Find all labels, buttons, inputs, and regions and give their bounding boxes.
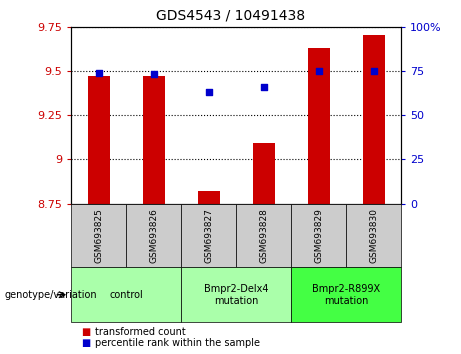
Text: percentile rank within the sample: percentile rank within the sample [95, 338, 260, 348]
Point [150, 72, 158, 77]
Bar [253, 143, 275, 204]
Text: Bmpr2-R899X
mutation: Bmpr2-R899X mutation [312, 284, 380, 306]
Bar [88, 76, 110, 204]
Text: control: control [110, 290, 143, 300]
Text: GSM693830: GSM693830 [369, 208, 378, 263]
Point [95, 70, 103, 75]
Bar [363, 35, 384, 204]
Text: GSM693828: GSM693828 [259, 208, 268, 263]
Point [315, 68, 322, 74]
Point [205, 89, 213, 95]
Text: GSM693827: GSM693827 [204, 208, 213, 263]
Text: GSM693825: GSM693825 [95, 208, 103, 263]
Point [370, 68, 377, 74]
Text: GDS4543 / 10491438: GDS4543 / 10491438 [156, 9, 305, 23]
Text: ■: ■ [81, 338, 90, 348]
Text: ■: ■ [81, 327, 90, 337]
Text: Bmpr2-Delx4
mutation: Bmpr2-Delx4 mutation [204, 284, 268, 306]
Bar [143, 76, 165, 204]
Point [260, 84, 267, 90]
Text: transformed count: transformed count [95, 327, 185, 337]
Text: genotype/variation: genotype/variation [5, 290, 97, 300]
Bar [198, 191, 220, 204]
Bar [307, 48, 330, 204]
Text: GSM693826: GSM693826 [149, 208, 159, 263]
Text: GSM693829: GSM693829 [314, 208, 323, 263]
